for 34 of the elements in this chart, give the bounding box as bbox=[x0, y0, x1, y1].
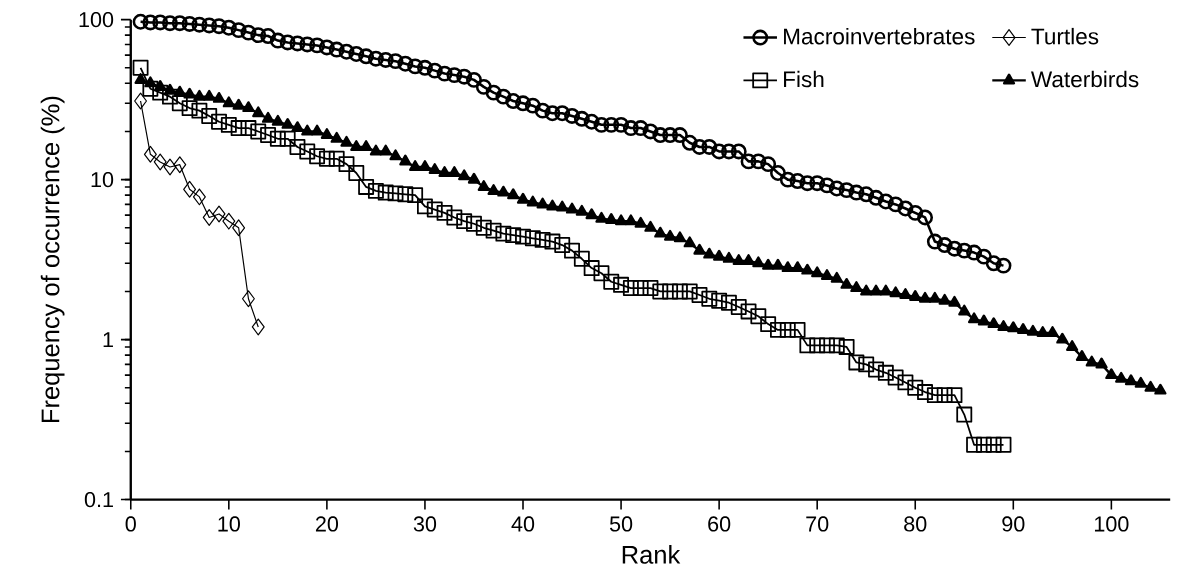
point bbox=[163, 158, 177, 176]
point bbox=[222, 212, 236, 230]
point bbox=[192, 188, 206, 206]
x-tick-label: 30 bbox=[413, 516, 437, 532]
x-tick-label: 0 bbox=[125, 516, 136, 532]
x-tick-label: 100 bbox=[1094, 516, 1129, 532]
x-tick-label: 50 bbox=[609, 516, 633, 532]
point bbox=[251, 318, 265, 336]
point bbox=[241, 290, 255, 308]
x-axis-title: Rank bbox=[622, 545, 681, 564]
x-tick-label: 90 bbox=[1002, 516, 1025, 532]
legend-label: Fish bbox=[784, 70, 824, 88]
x-tick-label: 80 bbox=[904, 516, 927, 532]
legend-label: Macroinvertebrates bbox=[784, 27, 975, 45]
y-axis-title: Frequency of occurrence (%) bbox=[40, 96, 65, 423]
x-tick-label: 70 bbox=[806, 516, 829, 532]
point bbox=[173, 156, 187, 174]
point bbox=[232, 219, 246, 237]
x-tick-label: 20 bbox=[315, 516, 339, 532]
x-tick-label: 40 bbox=[511, 516, 535, 532]
point bbox=[143, 145, 157, 163]
y-tick-label: 0.1 bbox=[84, 491, 113, 508]
y-tick-label: 1 bbox=[103, 332, 113, 348]
y-tick-label: 10 bbox=[91, 171, 114, 188]
point bbox=[212, 205, 226, 223]
point bbox=[183, 180, 197, 198]
point bbox=[134, 92, 148, 110]
x-tick-label: 60 bbox=[708, 516, 731, 532]
x-tick-label: 10 bbox=[218, 516, 240, 532]
point bbox=[153, 153, 167, 171]
legend-label: Waterbirds bbox=[1030, 70, 1139, 88]
legend-label: Turtles bbox=[1031, 27, 1099, 45]
y-tick-label: 100 bbox=[79, 12, 114, 28]
point bbox=[202, 209, 216, 226]
